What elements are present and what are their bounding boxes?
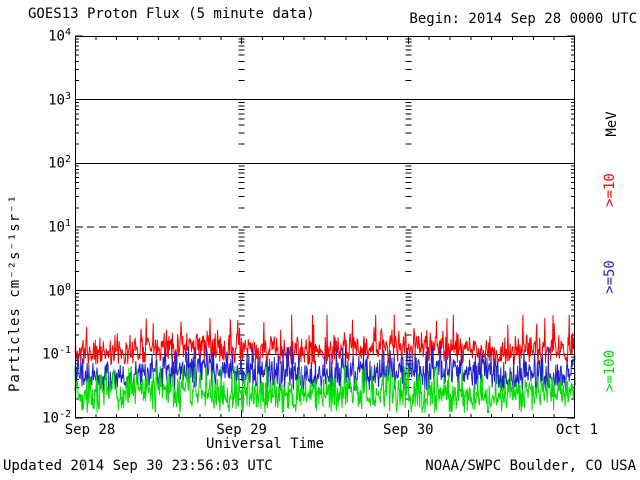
legend-ge100-label: >=100 xyxy=(602,349,618,393)
y-tick-label-10e-1: 10-1 xyxy=(42,345,71,363)
x-axis-title: Universal Time xyxy=(205,436,325,452)
y-tick-label-10e0: 100 xyxy=(48,281,71,300)
y-axis-title: Particles cm⁻²s⁻¹sr⁻¹ xyxy=(7,193,23,392)
x-tick-label-sep-28: Sep 28 xyxy=(64,422,116,438)
legend-ge10-label: >=10 xyxy=(602,173,618,207)
y-tick-label-10e3: 103 xyxy=(48,90,71,109)
chart-title: GOES13 Proton Flux (5 minute data) xyxy=(28,6,315,22)
y-tick-label-10e4: 104 xyxy=(48,27,71,45)
series-line-gege100 xyxy=(74,366,576,414)
right-axis-unit-label: MeV xyxy=(604,111,620,137)
x-tick-label-sep-30: Sep 30 xyxy=(383,422,434,438)
y-tick-label-10e-2: 10-2 xyxy=(42,409,71,427)
series-line-gege10 xyxy=(74,314,576,366)
x-tick-label-oct-1: Oct 1 xyxy=(555,422,599,438)
source-attribution-label: NOAA/SWPC Boulder, CO USA xyxy=(425,458,636,474)
begin-timestamp-label: Begin: 2014 Sep 28 0000 UTC xyxy=(409,11,637,27)
legend-ge50-label: >=50 xyxy=(602,260,618,294)
x-tick-label-sep-29: Sep 29 xyxy=(216,422,267,438)
updated-timestamp-label: Updated 2014 Sep 30 23:56:03 UTC xyxy=(3,458,273,474)
plot-border xyxy=(75,36,575,418)
y-tick-label-10e1: 101 xyxy=(48,218,71,236)
y-tick-label-10e2: 102 xyxy=(48,154,71,172)
